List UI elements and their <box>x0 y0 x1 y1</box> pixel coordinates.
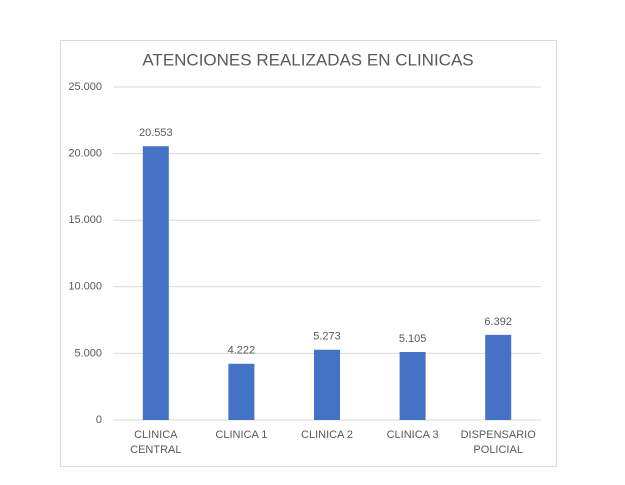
x-tick-label: CLINICA 1 <box>215 429 267 441</box>
y-tick-label: 15.000 <box>68 214 102 226</box>
data-label: 5.105 <box>399 333 427 345</box>
x-tick-label: CLINICA 2 <box>301 429 353 441</box>
chart-title: ATENCIONES REALIZADAS EN CLINICAS <box>142 50 473 69</box>
bar <box>314 349 340 420</box>
data-label: 6.392 <box>484 316 512 328</box>
x-tick-label: CLINICA CENTRAL <box>130 429 181 456</box>
bar <box>485 334 512 420</box>
data-label: 20.553 <box>139 127 173 139</box>
bar <box>399 352 426 420</box>
y-tick-label: 20.000 <box>68 148 102 160</box>
data-label: 5.273 <box>313 331 341 343</box>
data-label: 4.222 <box>228 345 256 357</box>
y-tick-label: 0 <box>96 414 102 426</box>
y-tick-label: 5.000 <box>74 347 102 359</box>
y-tick-label: 10.000 <box>68 281 102 293</box>
y-tick-label: 25.000 <box>68 81 102 93</box>
bar <box>228 363 255 420</box>
bar <box>142 146 169 420</box>
x-tick-label: DISPENSARIO POLICIAL <box>461 429 537 456</box>
x-tick-label: CLINICA 3 <box>387 429 439 441</box>
chart-border <box>60 40 557 467</box>
